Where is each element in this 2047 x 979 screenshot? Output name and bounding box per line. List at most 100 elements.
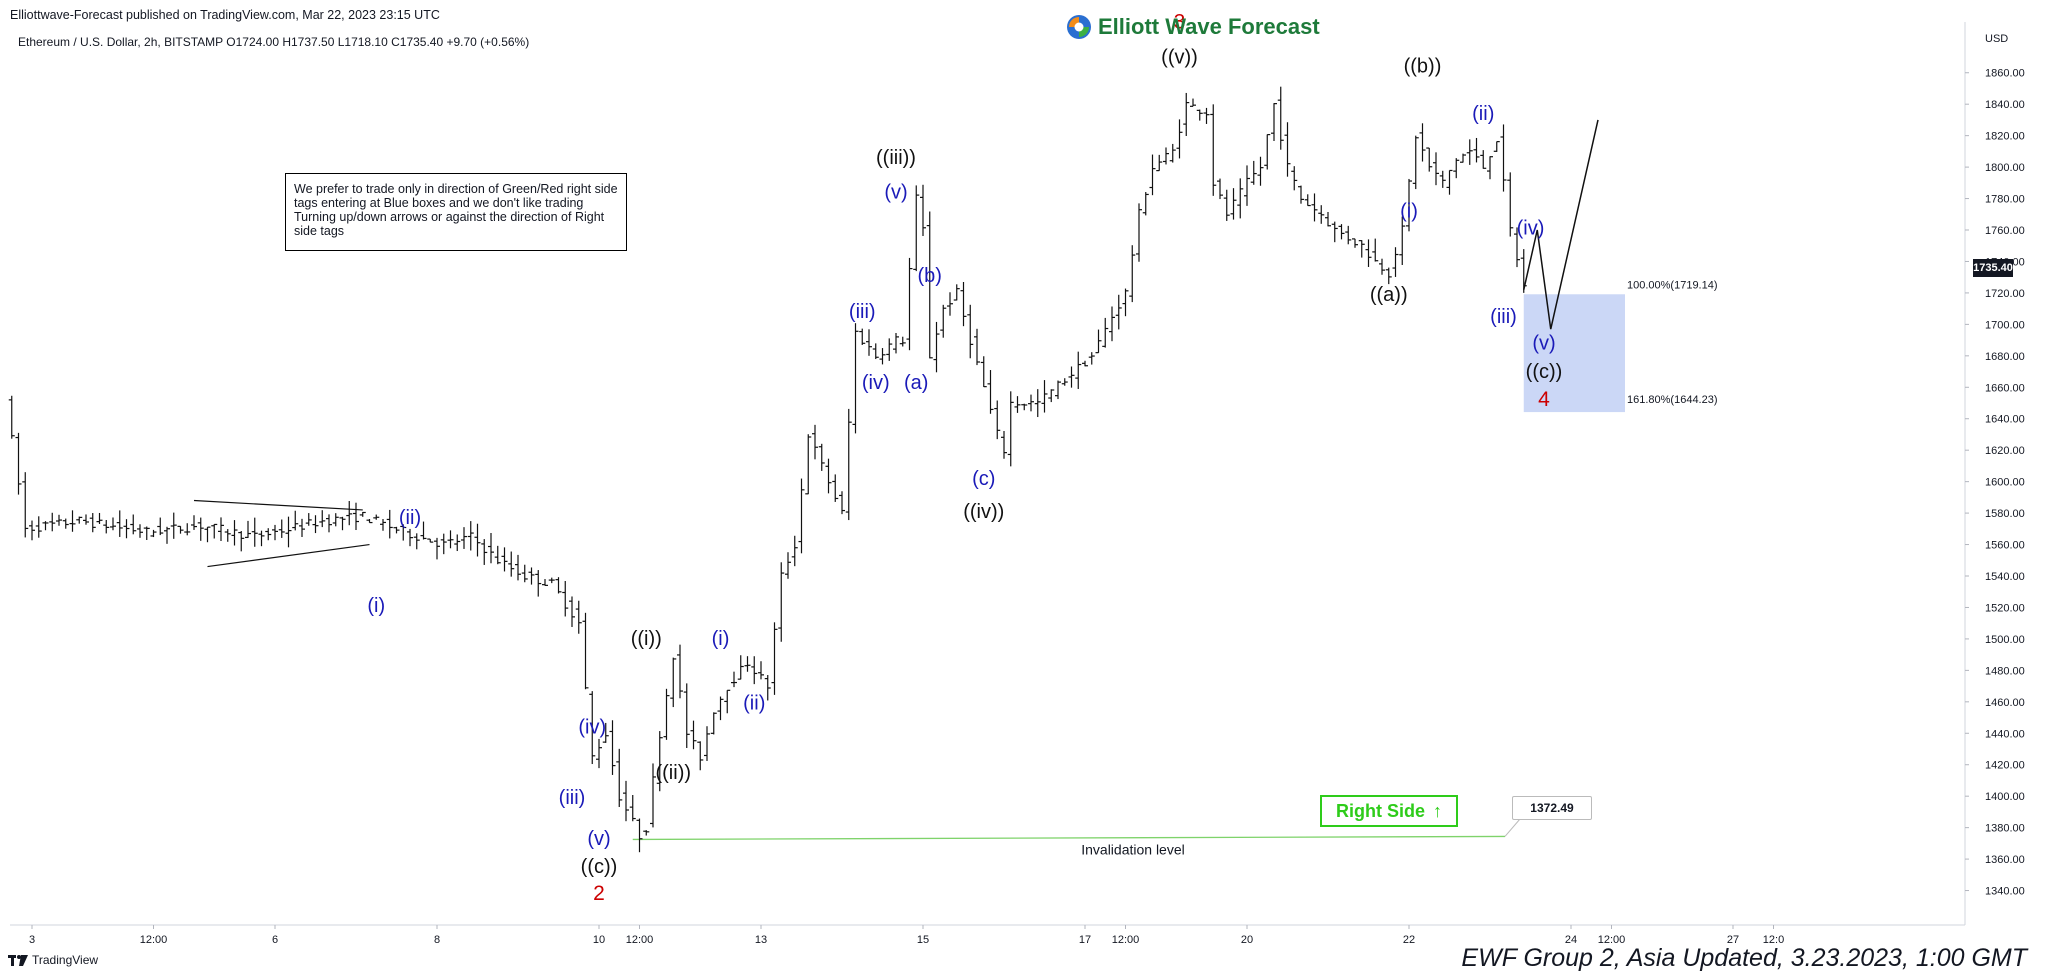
triangle-trendline <box>193 499 363 511</box>
wave-label: ((i)) <box>631 628 662 650</box>
wave-label: (ii) <box>399 507 421 529</box>
y-tick-label: 1680.00 <box>1985 351 2025 363</box>
y-tick-label: 1820.00 <box>1985 131 2025 143</box>
x-tick-label: 12:00 <box>1112 934 1140 946</box>
y-tick-label: 1540.00 <box>1985 571 2025 583</box>
arrow-up-icon: ↑ <box>1433 800 1442 821</box>
wave-label: ((b)) <box>1404 56 1442 78</box>
wave-label: (v) <box>884 182 907 204</box>
axis-currency: USD <box>1985 33 2009 45</box>
fib-100-label: 100.00%(1719.14) <box>1627 279 1718 291</box>
y-tick-label: 1720.00 <box>1985 288 2025 300</box>
y-tick-label: 1580.00 <box>1985 508 2025 520</box>
wave-label: (ii) <box>1472 103 1494 125</box>
fib-161-label: 161.80%(1644.23) <box>1627 394 1718 406</box>
wave-label: (a) <box>904 372 928 394</box>
right-side-tag: Right Side ↑ <box>1320 795 1458 827</box>
ohlc-bars <box>8 86 1527 853</box>
wave-label: (i) <box>367 595 385 617</box>
y-tick-label: 1380.00 <box>1985 823 2025 835</box>
y-tick-label: 1600.00 <box>1985 477 2025 489</box>
wave-label: (iv) <box>862 372 890 394</box>
symbol-info: Ethereum / U.S. Dollar, 2h, BITSTAMP O17… <box>18 35 530 49</box>
right-side-label: Right Side <box>1336 800 1425 821</box>
x-tick-label: 6 <box>272 934 278 946</box>
wave-label: ((iii)) <box>876 147 916 169</box>
y-tick-label: 1560.00 <box>1985 540 2025 552</box>
x-tick-label: 13 <box>755 934 767 946</box>
y-tick-label: 1520.00 <box>1985 602 2025 614</box>
x-tick-label: 12:00 <box>1598 934 1626 946</box>
wave-label: 4 <box>1538 388 1550 411</box>
wave-label: (b) <box>918 265 942 287</box>
invalidation-callout-line <box>1504 818 1521 837</box>
wave-label: (v) <box>587 828 610 850</box>
wave-label: ((c)) <box>1526 361 1563 383</box>
blue-target-box <box>1523 294 1625 413</box>
x-tick-label: 24 <box>1565 934 1577 946</box>
x-tick-label: 22 <box>1403 934 1415 946</box>
y-tick-label: 1360.00 <box>1985 854 2025 866</box>
projection-path <box>1523 119 1599 330</box>
x-tick-label: 27 <box>1727 934 1739 946</box>
logo-text: Elliott Wave Forecast <box>1098 14 1320 39</box>
x-tick-label: 12:00 <box>140 934 168 946</box>
y-tick-label: 1400.00 <box>1985 791 2025 803</box>
wave-label: (c) <box>972 468 995 490</box>
wave-label: (i) <box>1400 200 1418 222</box>
globe-icon <box>1067 15 1091 39</box>
tradingview-label: TradingView <box>32 953 99 967</box>
y-tick-label: 1800.00 <box>1985 162 2025 174</box>
y-tick-label: 1780.00 <box>1985 194 2025 206</box>
invalidation-label: Invalidation level <box>1081 841 1185 857</box>
wave-label: (iii) <box>849 301 876 323</box>
y-tick-label: 1460.00 <box>1985 697 2025 709</box>
tradingview-logo-icon <box>8 954 28 966</box>
y-tick-label: 1660.00 <box>1985 382 2025 394</box>
y-tick-label: 1340.00 <box>1985 886 2025 898</box>
wave-label: (i) <box>712 628 730 650</box>
y-tick-label: 1480.00 <box>1985 665 2025 677</box>
last-price-badge: 1735.40 <box>1973 259 2013 277</box>
y-tick-label: 1440.00 <box>1985 728 2025 740</box>
wave-label: ((a)) <box>1370 284 1408 306</box>
wave-label: (v) <box>1532 333 1555 355</box>
tradingview-brand: TradingView <box>8 953 98 967</box>
x-tick-label: 10 <box>593 934 605 946</box>
y-tick-label: 1500.00 <box>1985 634 2025 646</box>
y-tick-label: 1640.00 <box>1985 414 2025 426</box>
x-tick-label: 17 <box>1079 934 1091 946</box>
x-tick-label: 20 <box>1241 934 1253 946</box>
publish-line: Elliottwave-Forecast published on Tradin… <box>10 8 440 22</box>
wave-label: 2 <box>593 882 605 905</box>
wave-label: 3 <box>1174 11 1186 34</box>
strategy-note: We prefer to trade only in direction of … <box>285 173 627 251</box>
y-tick-label: 1860.00 <box>1985 68 2025 80</box>
wave-label: (ii) <box>743 693 765 715</box>
x-tick-label: 3 <box>29 934 35 946</box>
wave-label: ((ii)) <box>655 762 691 784</box>
x-tick-label: 8 <box>434 934 440 946</box>
y-tick-label: 1700.00 <box>1985 319 2025 331</box>
wave-label: ((c)) <box>581 856 618 878</box>
wave-label: (iv) <box>578 716 606 738</box>
wave-label: ((v)) <box>1161 46 1198 68</box>
update-footer: EWF Group 2, Asia Updated, 3.23.2023, 1:… <box>1461 944 2027 972</box>
y-tick-label: 1620.00 <box>1985 445 2025 457</box>
triangle-trendline <box>207 543 370 568</box>
invalidation-line <box>632 835 1506 841</box>
x-tick-label: 12:0 <box>1763 934 1784 946</box>
y-tick-label: 1760.00 <box>1985 225 2025 237</box>
wave-label: (iv) <box>1517 218 1545 240</box>
y-tick-label: 1420.00 <box>1985 760 2025 772</box>
x-tick-label: 15 <box>917 934 929 946</box>
x-tick-label: 12:00 <box>626 934 654 946</box>
wave-label: ((iv)) <box>963 501 1004 523</box>
invalidation-price-callout: 1372.49 <box>1512 796 1592 820</box>
y-tick-label: 1840.00 <box>1985 99 2025 111</box>
brand-logo: Elliott Wave Forecast <box>1066 14 1320 40</box>
wave-label: (iii) <box>559 787 586 809</box>
wave-label: (iii) <box>1490 306 1517 328</box>
